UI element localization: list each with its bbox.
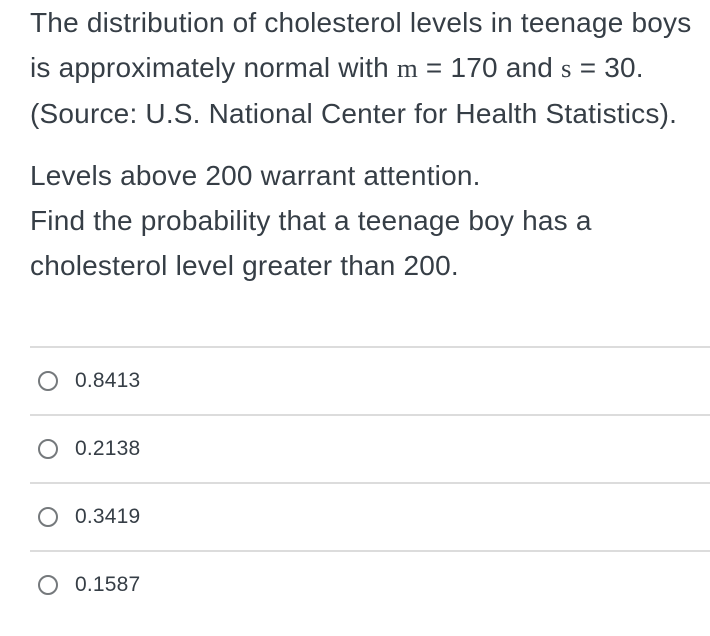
radio-button-icon[interactable]	[38, 371, 58, 391]
radio-button-icon[interactable]	[38, 507, 58, 527]
question-paragraph-1: The distribution of cholesterol levels i…	[30, 0, 704, 136]
question-line: The distribution of cholesterol levels i…	[30, 7, 692, 38]
math-variable-sd: s	[561, 53, 572, 83]
answer-options-list: 0.8413 0.2138 0.3419 0.1587	[30, 346, 710, 618]
question-paragraph-2: Levels above 200 warrant attention. Find…	[30, 153, 704, 288]
question-line: Levels above 200 warrant attention.	[30, 160, 481, 191]
radio-button-icon[interactable]	[38, 439, 58, 459]
question-line: cholesterol level greater than 200.	[30, 250, 459, 281]
question-line: is approximately normal with m = 170 and…	[30, 45, 704, 91]
question-text-segment: = 170 and	[417, 52, 562, 83]
radio-button-icon[interactable]	[38, 575, 58, 595]
question-text-segment: is approximately normal with	[30, 52, 397, 83]
question-line: Find the probability that a teenage boy …	[30, 205, 592, 236]
question-line: (Source: U.S. National Center for Health…	[30, 98, 678, 129]
answer-option-label[interactable]: 0.3419	[75, 505, 141, 528]
answer-option-label[interactable]: 0.2138	[75, 437, 141, 460]
question-text-segment: = 30.	[571, 52, 644, 83]
answer-option-label[interactable]: 0.8413	[75, 369, 141, 392]
answer-option-label[interactable]: 0.1587	[75, 573, 141, 596]
question-text: The distribution of cholesterol levels i…	[0, 0, 710, 288]
answer-option-row: 0.1587	[30, 550, 710, 618]
math-variable-mean: m	[396, 53, 418, 83]
answer-option-row: 0.3419	[30, 482, 710, 550]
answer-option-row: 0.2138	[30, 414, 710, 482]
answer-option-row: 0.8413	[30, 346, 710, 414]
